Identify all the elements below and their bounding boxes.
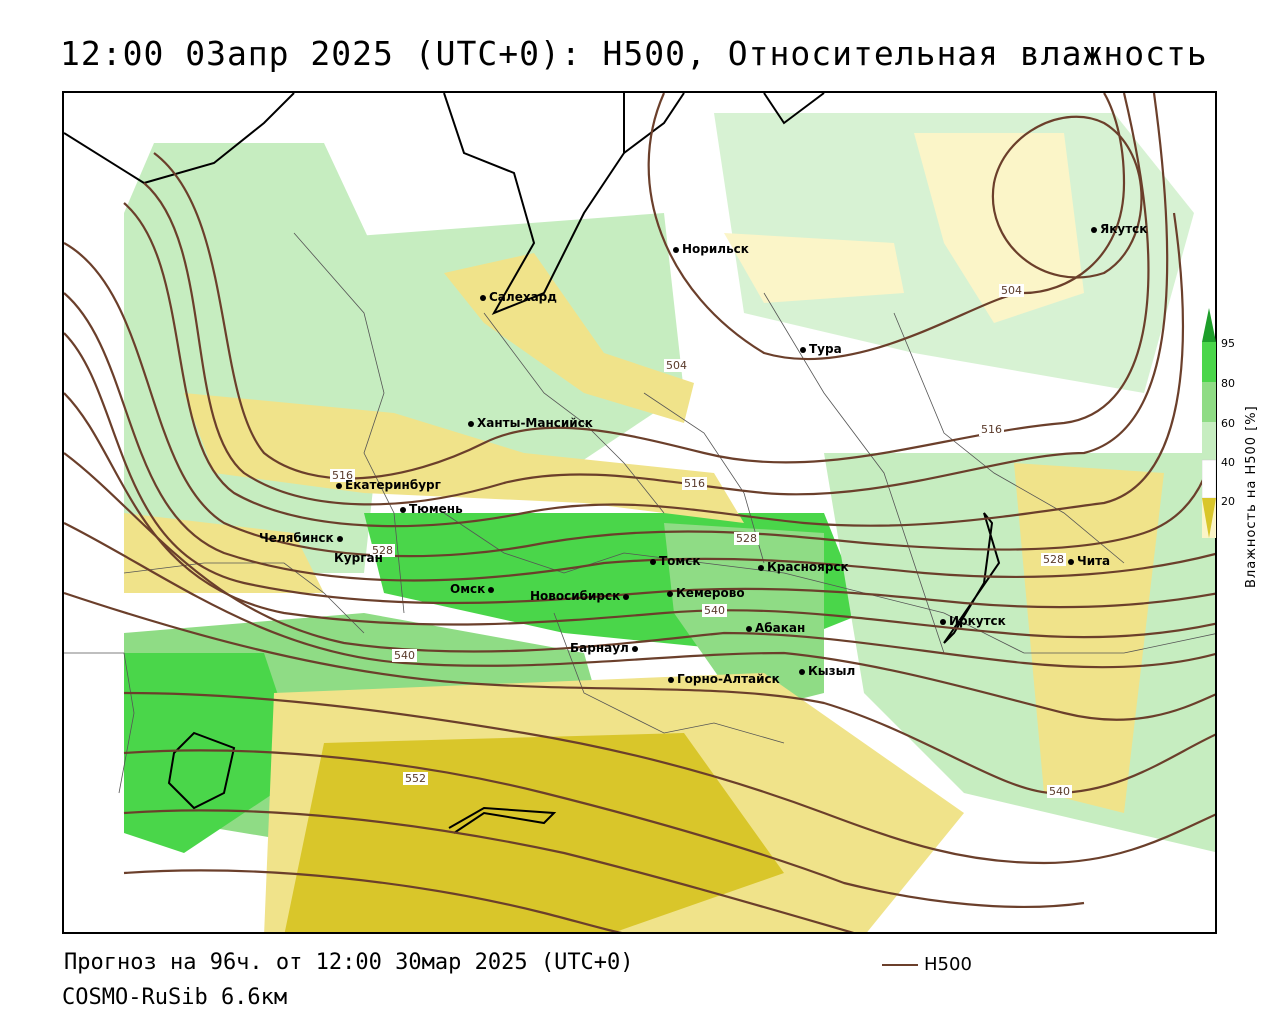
model-name: COSMO-RuSib 6.6км [62,985,288,1010]
contour-label: 528 [734,532,759,545]
city-dot-icon [488,586,495,593]
map-title: 12:00 03апр 2025 (UTC+0): H500, Относите… [60,34,1208,73]
weather-map: 504 504 516 516 516 528 528 528 540 540 … [62,91,1217,934]
city-label: Екатеринбург [336,478,441,492]
colorbar-tick: 40 [1221,456,1235,469]
city-dot-icon [758,564,764,571]
contour-label: 516 [979,423,1004,436]
city-label: Курган [334,551,383,565]
coastlines [64,93,1001,834]
city-dot-icon [336,482,342,489]
contour-label: 504 [664,359,689,372]
city-dot-icon [400,506,406,513]
city-dot-icon [650,558,656,565]
city-label: Тура [800,342,842,356]
contour-label: 516 [682,477,707,490]
contour-label: 540 [1047,785,1072,798]
city-dot-icon [631,645,638,652]
map-canvas [64,93,1215,932]
colorbar-tick: 95 [1221,337,1235,350]
city-label: Кемерово [667,586,745,600]
city-label: Ханты-Мансийск [468,416,593,430]
city-label: Иркутск [940,614,1006,628]
humidity-colorbar [1202,308,1216,538]
colorbar-tick: 80 [1221,377,1235,390]
city-dot-icon [336,535,343,542]
colorbar-tick: 20 [1221,495,1235,508]
city-label: Новосибирск [530,589,632,603]
city-dot-icon [673,246,679,253]
city-label: Норильск [673,242,749,256]
colorbar-tick: 60 [1221,417,1235,430]
colorbar-title: Влажность на H500 [%] [1244,405,1259,588]
city-label: Горно-Алтайск [668,672,780,686]
contour-label: 528 [1041,553,1066,566]
h500-legend-line-icon [882,964,918,966]
humidity-field [64,93,1215,932]
city-dot-icon [1068,558,1074,565]
h500-legend-label: H500 [924,954,972,975]
city-label: Якутск [1091,222,1147,236]
contour-label: 540 [702,604,727,617]
city-dot-icon [799,668,805,675]
city-label: Омск [450,582,497,596]
city-dot-icon [480,294,486,301]
city-label: Томск [650,554,701,568]
city-label: Тюмень [400,502,463,516]
city-dot-icon [1091,226,1097,233]
city-dot-icon [667,590,673,597]
city-label: Челябинск [259,531,346,545]
city-dot-icon [800,346,806,353]
city-label: Салехард [480,290,557,304]
city-label: Кызыл [799,664,855,678]
city-dot-icon [746,625,752,632]
city-dot-icon [623,593,630,600]
city-label: Чита [1068,554,1110,568]
contour-label: 528 [370,544,395,557]
h500-contours [64,93,1215,932]
contour-label: 552 [403,772,428,785]
city-label: Абакан [746,621,805,635]
contour-label: 540 [392,649,417,662]
city-label: Красноярск [758,560,849,574]
contour-label: 504 [999,284,1024,297]
city-dot-icon [940,618,946,625]
contour-label: 516 [330,469,355,482]
city-label: Барнаул [570,641,641,655]
city-dot-icon [468,420,474,427]
forecast-info: Прогноз на 96ч. от 12:00 30мар 2025 (UTC… [64,950,634,975]
city-dot-icon [668,676,674,683]
